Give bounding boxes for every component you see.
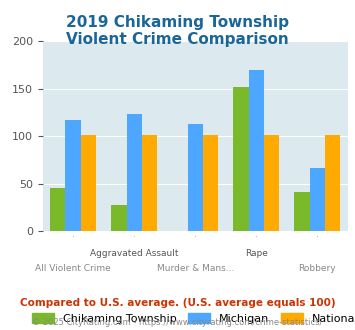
Bar [325, 135, 340, 231]
Bar [66, 120, 81, 231]
Text: 2019 Chikaming Township
Violent Crime Comparison: 2019 Chikaming Township Violent Crime Co… [66, 15, 289, 47]
Bar [111, 205, 126, 231]
Bar [188, 124, 203, 231]
Text: Murder & Mans...: Murder & Mans... [157, 264, 234, 273]
Bar [142, 135, 157, 231]
Bar [81, 135, 96, 231]
Bar [203, 135, 218, 231]
Text: All Violent Crime: All Violent Crime [35, 264, 111, 273]
Bar [50, 188, 66, 231]
Text: Robbery: Robbery [299, 264, 336, 273]
Text: Rape: Rape [245, 249, 268, 258]
Text: © 2025 CityRating.com - https://www.cityrating.com/crime-statistics/: © 2025 CityRating.com - https://www.city… [32, 318, 323, 327]
Bar [294, 192, 310, 231]
Bar [310, 168, 325, 231]
Bar [234, 87, 248, 231]
Text: Compared to U.S. average. (U.S. average equals 100): Compared to U.S. average. (U.S. average … [20, 298, 335, 308]
Bar [248, 70, 264, 231]
Text: Aggravated Assault: Aggravated Assault [90, 249, 179, 258]
Bar [126, 114, 142, 231]
Legend: Chikaming Township, Michigan, National: Chikaming Township, Michigan, National [28, 309, 355, 328]
Bar [264, 135, 279, 231]
